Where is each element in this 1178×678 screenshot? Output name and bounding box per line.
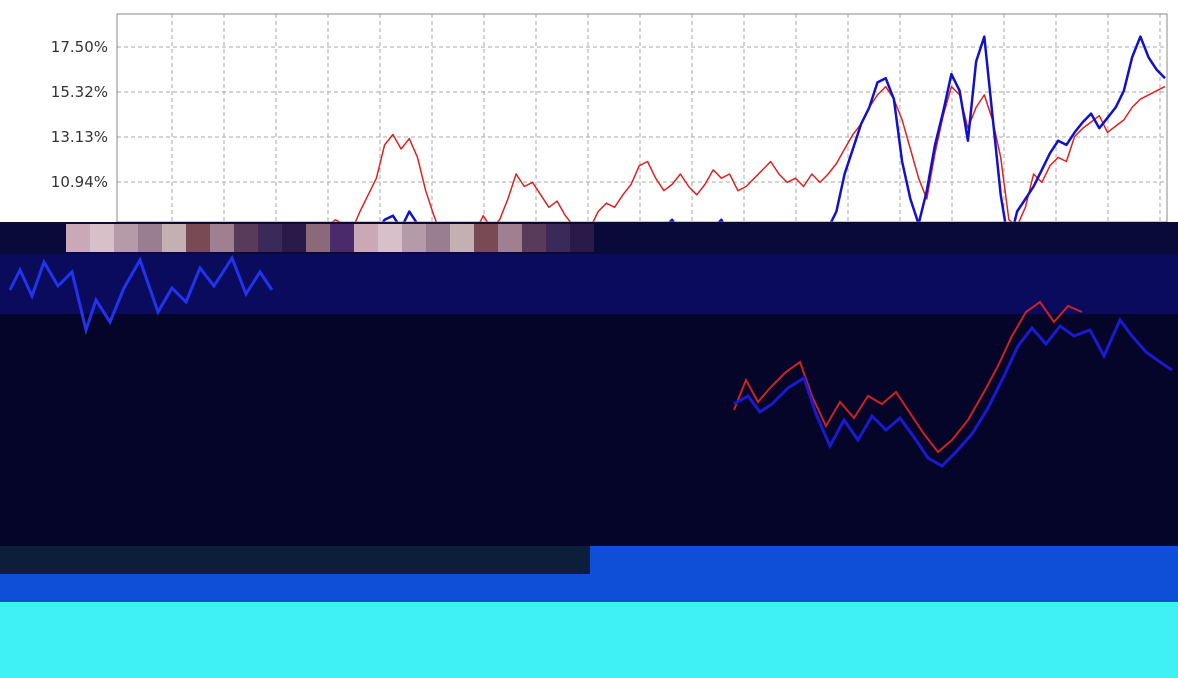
mosaic-block — [90, 224, 114, 252]
mosaic-block — [66, 224, 90, 252]
y-tick-label: 8.75% — [60, 219, 108, 222]
mosaic-block — [282, 224, 306, 252]
series-line-blue — [381, 35, 1166, 222]
glitch-line-left — [8, 254, 274, 336]
mosaic-block — [306, 224, 330, 252]
glitch-band-navy — [0, 254, 1178, 314]
glitch-band-green — [0, 546, 590, 574]
glitch-band-dark — [0, 314, 1178, 546]
glitch-line-right-red — [733, 300, 1083, 454]
mosaic-block — [186, 224, 210, 252]
mosaic-block — [570, 224, 594, 252]
series-lines — [331, 35, 1166, 222]
mosaic-block — [210, 224, 234, 252]
glitch-band-cyan — [0, 602, 1178, 678]
mosaic-block — [450, 224, 474, 252]
y-axis-ticks: 17.50% 15.32% 13.13% 10.94% 8.75% — [51, 38, 108, 222]
mosaic-block — [546, 224, 570, 252]
mosaic-blocks — [66, 224, 594, 252]
mosaic-block — [234, 224, 258, 252]
mosaic-block — [426, 224, 450, 252]
mosaic-block — [258, 224, 282, 252]
y-tick-label: 17.50% — [51, 38, 108, 56]
mosaic-block — [330, 224, 354, 252]
y-tick-label: 10.94% — [51, 173, 108, 191]
mosaic-block — [402, 224, 426, 252]
y-tick-label: 15.32% — [51, 83, 108, 101]
mosaic-block — [498, 224, 522, 252]
mosaic-block — [138, 224, 162, 252]
mosaic-block — [522, 224, 546, 252]
mosaic-block — [354, 224, 378, 252]
glitch-line-right-blue — [733, 317, 1173, 468]
mosaic-block — [114, 224, 138, 252]
chart: 17.50% 15.32% 13.13% 10.94% 8.75% — [51, 13, 1168, 222]
mosaic-block — [474, 224, 498, 252]
plot-frame — [116, 13, 1168, 222]
mosaic-block — [378, 224, 402, 252]
mosaic-block — [162, 224, 186, 252]
y-tick-label: 13.13% — [51, 128, 108, 146]
grid — [117, 14, 1167, 222]
